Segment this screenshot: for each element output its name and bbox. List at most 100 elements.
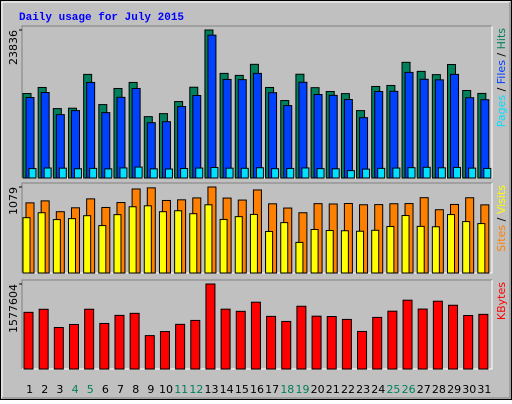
bar [174,210,183,274]
bar [356,230,365,274]
bar [114,314,125,370]
bar [235,310,246,370]
legend-entry: Visits [495,185,508,214]
bar [265,230,274,274]
bar [144,335,155,370]
x-tick-label: 7 [117,383,124,396]
x-tick-label: 10 [159,383,173,396]
bar [483,167,492,179]
bar [86,81,96,179]
bar [98,225,107,274]
legend-entry: Hits [495,28,508,50]
x-tick-label: 4 [72,383,79,396]
bar [371,229,380,274]
bar [84,308,95,370]
bar [448,304,459,370]
bar [119,167,128,179]
bar [225,167,234,179]
bar [252,72,262,179]
bar [301,167,310,179]
bar [219,218,228,274]
plot-shadow [21,25,492,178]
bar [313,94,323,179]
bar [149,168,158,179]
x-tick-label: 3 [56,383,63,396]
x-tick-label: 30 [462,383,476,396]
x-tick-label: 25 [386,383,400,396]
bar [295,241,304,274]
bar [389,90,399,179]
bar [404,71,414,179]
bar [101,112,111,179]
x-tick-label: 18 [280,383,294,396]
x-tick-label: 28 [432,383,446,396]
bar [437,167,446,179]
bar [431,226,440,274]
frame-shadow [2,2,511,399]
bar [37,212,46,274]
bar [250,301,261,370]
bar [234,216,243,274]
bar [240,167,249,179]
bar [204,204,213,274]
x-tick-label: 16 [250,383,264,396]
x-tick-label: 22 [341,383,355,396]
legend-entry: Files [495,60,508,84]
bar [180,168,189,179]
legend: KBytes [495,282,508,320]
x-tick-label: 9 [147,383,154,396]
x-tick-label: 12 [189,383,203,396]
bar [249,213,258,274]
bar [23,311,34,370]
bar [401,215,410,274]
legend-separator: / [495,84,508,95]
bar [387,310,398,370]
bar [280,222,289,274]
bar [134,166,143,179]
bar [417,308,428,370]
bar [73,168,82,179]
bar [325,230,334,274]
bar [310,228,319,274]
bar [462,221,471,274]
frame-highlight [1,1,510,398]
bar [22,217,31,274]
bar [189,213,198,274]
chart-title: Daily usage for July 2015 [19,12,184,24]
bar [311,315,322,370]
y-tick-label: 1577604 [7,284,20,333]
x-tick-label: 23 [356,383,370,396]
x-tick-label: 11 [174,383,188,396]
bar [422,166,431,179]
x-tick-label: 20 [311,383,325,396]
bar [450,73,460,179]
bar [164,168,173,179]
bar [192,95,202,179]
legend: Pages / Files / Hits [495,28,508,128]
x-tick-label: 21 [326,383,340,396]
bar [326,316,337,370]
bar [407,167,416,179]
bar [432,300,443,370]
x-tick-label: 15 [235,383,249,396]
legend-entry: Sites [495,225,508,252]
bar [43,167,52,179]
bar [38,308,49,370]
bar [465,97,475,179]
bar [159,331,170,370]
bar [419,78,429,179]
bar [416,225,425,274]
bar [357,330,368,370]
bar [25,97,35,179]
x-tick-label: 17 [265,383,279,396]
bar [52,219,61,274]
bar [113,214,122,274]
bar [143,205,152,274]
x-tick-label: 1 [26,383,33,396]
bar [296,305,307,370]
plot-shadow [21,279,492,369]
bar [131,87,141,179]
bar [377,167,386,179]
